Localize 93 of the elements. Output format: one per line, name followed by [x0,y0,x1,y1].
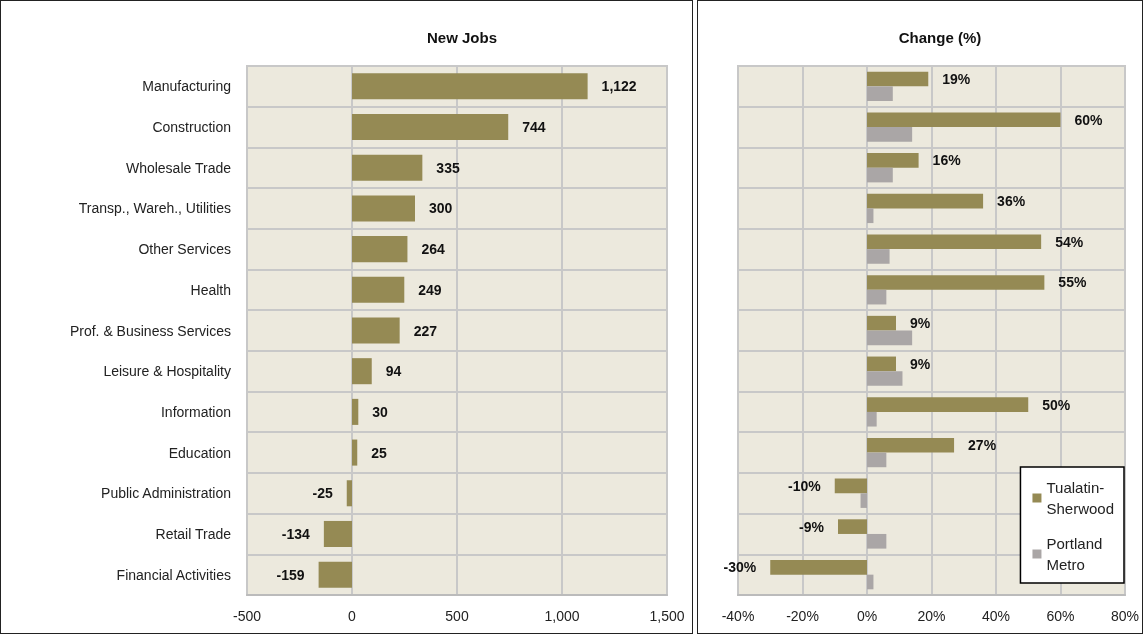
bar [352,439,358,466]
data-label: -134 [281,525,311,542]
bar [867,371,903,386]
x-tick-label: -500 [232,608,262,624]
bar [867,193,984,209]
x-tick-label: -20% [786,608,819,624]
data-label: 264 [421,241,446,258]
data-label: 335 [436,159,460,176]
bar [867,112,1061,128]
bar [867,356,897,372]
bar [867,330,913,346]
data-label: -10% [788,477,822,494]
bar [867,153,919,168]
chart-title: Change (%) [898,29,982,46]
data-label: 27% [968,437,997,454]
data-label: 54% [1055,233,1084,250]
y-tick-label: Leisure & Hospitality [103,363,231,380]
data-label: 60% [1074,111,1104,128]
bar [352,398,359,425]
bar [867,71,929,87]
bar [352,236,408,263]
bar [837,519,867,534]
bar [867,452,887,468]
bar [770,560,867,575]
bar [860,493,867,508]
data-label: 36% [997,193,1026,210]
bar [352,358,372,385]
bar [867,86,893,101]
data-label: 9% [910,315,931,332]
bar [352,317,400,344]
y-tick-label: Wholesale Trade [125,159,232,176]
bar [352,73,588,100]
y-tick-label: Public Administration [101,485,231,502]
legend-label: Tualatin-Sherwood [1046,479,1114,517]
y-tick-label: Prof. & Business Services [69,322,231,339]
bar [867,249,890,264]
data-label: 16% [932,152,962,169]
data-label: 50% [1042,396,1071,413]
data-label: 9% [910,355,931,372]
bar [867,397,1029,412]
bar [867,167,893,183]
x-tick-label: 40% [981,608,1011,624]
x-tick-label: 1,500 [649,608,685,624]
y-tick-label: Construction [152,119,231,136]
x-tick-label: 0% [856,608,878,624]
data-label: 300 [429,200,453,217]
x-tick-label: 20% [917,608,946,624]
bar [352,276,405,303]
y-tick-label: Transp., Wareh., Utilities [78,200,231,217]
bar [867,315,897,331]
data-label: 30 [372,403,389,420]
chart-title: New Jobs [426,29,498,46]
data-label: 1,122 [601,78,637,95]
data-label: -30% [723,559,757,576]
bar [867,234,1042,250]
bar [834,478,867,494]
x-tick-label: 60% [1046,608,1075,624]
y-tick-label: Education [168,444,231,461]
data-label: -9% [799,518,825,535]
x-tick-label: 1,000 [544,608,580,624]
bar [867,127,913,142]
x-tick-label: 80% [1110,608,1140,624]
bar [352,114,509,141]
data-label: 94 [385,363,402,380]
bar [867,533,887,549]
data-label: 19% [942,71,971,88]
legend-label: Portland Metro [1046,535,1103,573]
bar [346,480,352,507]
data-label: 25 [371,444,388,461]
bar [867,208,874,224]
bar [318,561,352,588]
bar [352,195,415,222]
y-tick-label: Other Services [138,241,231,258]
data-label: 55% [1058,274,1087,291]
bar [323,520,352,547]
bar [352,154,423,181]
bar [867,411,877,427]
x-tick-label: 0 [348,608,357,624]
bar [867,437,955,453]
y-tick-label: Information [160,403,231,420]
data-label: -159 [276,566,305,583]
data-label: 249 [418,281,442,298]
x-tick-label: 500 [445,608,469,624]
bar [867,289,887,305]
data-label: 227 [413,322,438,339]
bar [867,275,1045,290]
y-tick-label: Financial Activities [116,566,231,583]
y-tick-label: Health [190,281,231,298]
data-label: 744 [522,119,546,136]
data-label: -25 [312,485,333,502]
y-tick-label: Retail Trade [155,525,232,542]
x-tick-label: -40% [721,608,755,624]
y-tick-label: Manufacturing [142,78,231,95]
